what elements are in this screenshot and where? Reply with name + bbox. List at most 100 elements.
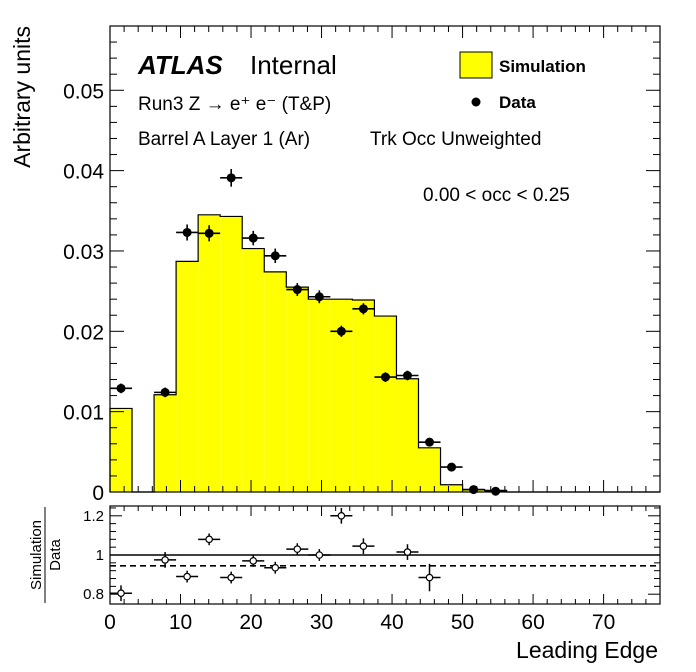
data-point-marker (336, 326, 346, 336)
data-point-marker (160, 387, 170, 397)
main-y-tick-label: 0.03 (63, 241, 104, 264)
data-point (396, 370, 419, 381)
ratio-point (330, 507, 353, 524)
ratio-points (110, 507, 441, 602)
ratio-point (154, 552, 177, 568)
simulation-bin (308, 299, 331, 492)
simulation-bin (418, 447, 441, 492)
data-point-marker (292, 285, 302, 295)
region-label: Barrel A Layer 1 (Ar) (138, 129, 310, 150)
simulation-bin (176, 261, 199, 492)
ratio-point-marker (359, 542, 368, 550)
ratio-point-marker (117, 589, 125, 598)
process-label: Run3 Z → e⁺ e⁻ (T&P) (138, 94, 331, 115)
data-point (374, 372, 397, 382)
ratio-point (418, 563, 441, 592)
data-point (176, 224, 199, 241)
legend-data-marker (471, 97, 481, 107)
data-point-marker (270, 251, 280, 261)
ratio-point-marker (183, 572, 191, 581)
ratio-point (286, 543, 309, 555)
y-axis-title: Arbitrary units (9, 26, 35, 168)
ratio-point (110, 585, 133, 602)
main-plot-frame (109, 25, 661, 493)
occupancy-cut-label: 0.00 < occ < 0.25 (423, 185, 570, 206)
data-point (440, 462, 463, 472)
ratio-point (220, 571, 243, 584)
simulation-bin (264, 271, 287, 492)
data-point-marker (358, 304, 368, 314)
ratio-y-axis-title: Simulation Data (28, 507, 64, 603)
legend-data-label: Data (499, 93, 536, 112)
ratio-point (242, 555, 265, 567)
data-point-marker (248, 233, 258, 243)
data-point-marker (116, 383, 126, 393)
data-point (352, 303, 375, 315)
data-point (330, 325, 353, 337)
ratio-point-marker (425, 573, 434, 582)
main-y-tick-labels: 0 0.01 0.02 0.03 0.04 0.05 (63, 80, 104, 505)
main-y-tick-label: 0.04 (63, 161, 104, 184)
ratio-point-marker (293, 545, 302, 553)
data-point (154, 387, 177, 398)
x-axis-title: Leading Edge (516, 637, 658, 663)
data-point-marker (380, 372, 390, 382)
ratio-reference-lines (110, 554, 660, 567)
data-point-marker (402, 371, 412, 380)
x-tick-label: 0 (104, 611, 116, 634)
x-tick-label: 30 (310, 611, 333, 634)
data-point (110, 383, 133, 394)
x-tick-label: 50 (451, 611, 474, 634)
data-point-marker (491, 486, 501, 496)
main-axis-ticks (109, 26, 661, 493)
ratio-point-marker (337, 511, 346, 520)
data-point-marker (182, 227, 192, 237)
legend-simulation-swatch (459, 51, 493, 79)
ratio-y-tick-label: 1.2 (83, 508, 104, 525)
x-tick-label: 40 (380, 611, 403, 634)
simulation-histogram (109, 214, 660, 493)
data-point (286, 283, 309, 296)
data-point (418, 437, 441, 447)
simulation-bin (330, 299, 353, 492)
simulation-bin (154, 394, 177, 492)
data-point-marker (425, 437, 435, 447)
ratio-y-tick-label: 1 (96, 547, 104, 564)
ratio-point (396, 544, 419, 560)
weighting-label: Trk Occ Unweighted (370, 129, 541, 150)
x-tick-label: 70 (592, 611, 615, 634)
data-point (198, 225, 221, 242)
ratio-point (308, 549, 331, 561)
atlas-label: ATLAS (137, 50, 223, 80)
simulation-bin (198, 214, 221, 492)
x-tick-label: 20 (239, 611, 262, 634)
simulation-bin (396, 378, 419, 492)
ratio-y-tick-label: 0.8 (83, 586, 104, 603)
ratio-point-marker (227, 573, 235, 582)
data-point-marker (204, 228, 214, 238)
data-point (242, 230, 265, 246)
ratio-axis-ticks (109, 506, 661, 604)
ratio-point-marker (403, 548, 412, 556)
ratio-point-marker (205, 535, 213, 544)
simulation-bin (220, 216, 243, 492)
ratio-ylabel-numerator: Simulation (28, 520, 45, 590)
data-point-marker (447, 462, 457, 472)
data-point (220, 169, 243, 187)
data-point-marker (314, 292, 324, 302)
main-y-tick-label: 0.02 (63, 321, 104, 344)
data-point (308, 290, 331, 304)
ratio-panel: 0.811.2 0 10 20 30 40 50 60 70 Simulation Data … (28, 505, 661, 663)
main-y-tick-label: 0 (92, 482, 104, 505)
main-y-tick-label: 0.01 (63, 402, 104, 425)
ratio-plot-frame (109, 505, 661, 605)
ratio-point-marker (249, 557, 258, 565)
x-tick-label: 10 (169, 611, 192, 634)
legend: Simulation Data (459, 51, 586, 112)
legend-simulation-label: Simulation (499, 57, 586, 76)
ratio-point (264, 561, 287, 574)
ratio-y-tick-labels: 0.8 1 1.2 (83, 508, 104, 603)
simulation-bin (440, 484, 463, 492)
x-tick-label: 60 (521, 611, 544, 634)
internal-label: Internal (250, 50, 337, 80)
